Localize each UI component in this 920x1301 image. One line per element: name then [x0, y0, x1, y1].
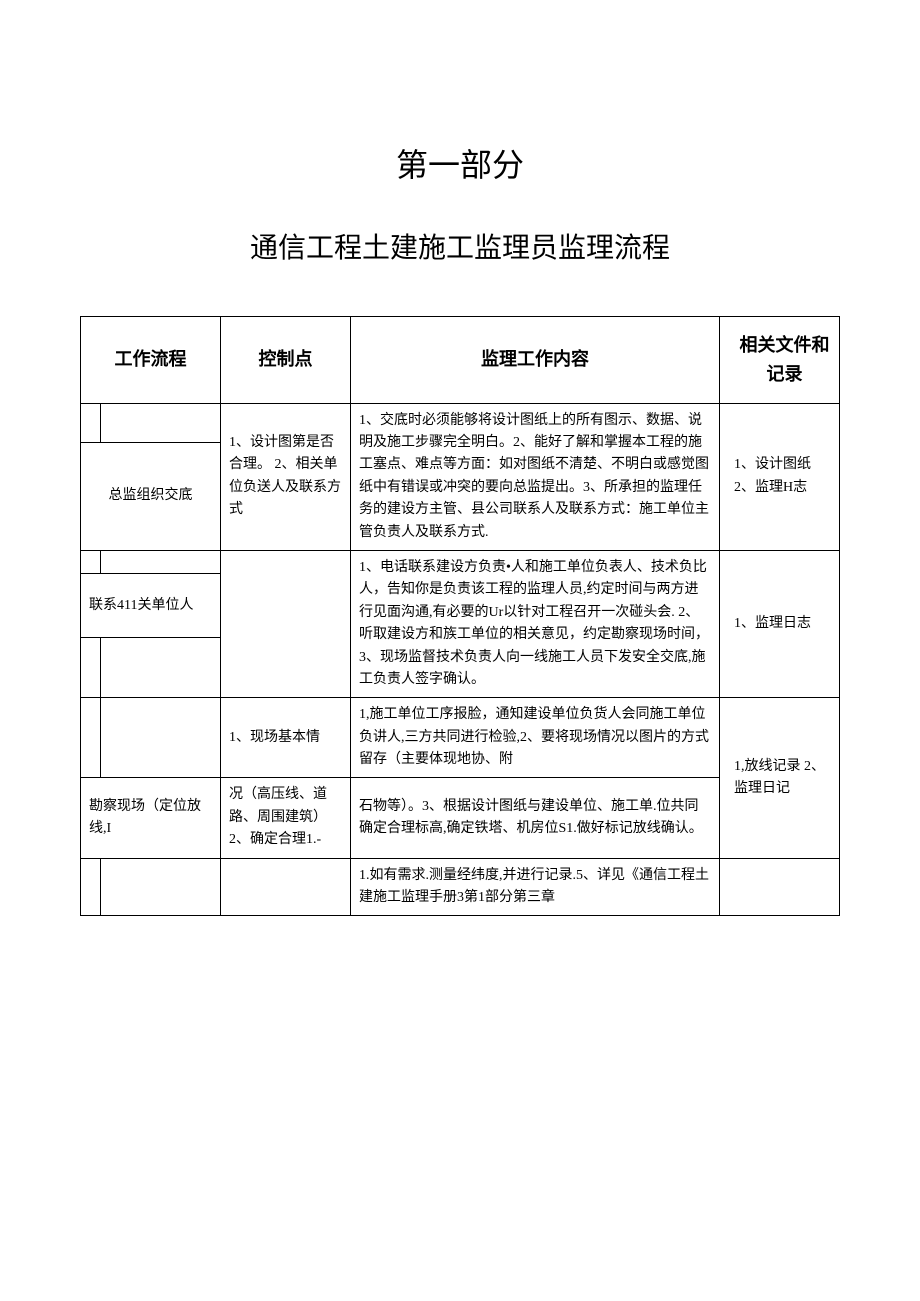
cell-blank [101, 550, 221, 573]
header-docs: 相关文件和记录 [720, 317, 840, 404]
cell-blank [81, 858, 101, 916]
cell-ctrl [221, 858, 351, 916]
table-header-row: 工作流程 控制点 监理工作内容 相关文件和记录 [81, 317, 840, 404]
cell-content: 1.如有需求.测量经纬度,并进行记录.5、详见《通信工程土建施工监理手册3第1部… [351, 858, 720, 916]
cell-content: 1,施工单位工序报脸，通知建设单位负货人会同施工单位负讲人,三方共同进行检验,2… [351, 698, 720, 778]
cell-flow: 勘察现场（定位放线,I [81, 778, 221, 858]
cell-blank [81, 403, 101, 443]
cell-flow: 总监组织交底 [81, 443, 221, 551]
cell-ctrl [221, 550, 351, 697]
cell-blank [101, 858, 221, 916]
header-flow: 工作流程 [81, 317, 221, 404]
cell-blank [101, 698, 221, 778]
cell-blank [81, 550, 101, 573]
cell-docs: 1,放线记录 2、监理日记 [720, 698, 840, 858]
cell-content: 1、交底时必须能够将设计图纸上的所有图示、数据、说明及施工步骤完全明白。2、能好… [351, 403, 720, 550]
cell-docs: 1、设计图纸 2、监理H志 [720, 403, 840, 550]
document-title: 通信工程土建施工监理员监理流程 [80, 226, 840, 266]
cell-content: 石物等）。3、根据设计图纸与建设单位、施工单.位共同确定合理标高,确定铁塔、机房… [351, 778, 720, 858]
cell-ctrl: 1、现场基本情 [221, 698, 351, 778]
cell-content: 1、电话联系建设方负责•人和施工单位负表人、技术负比人，告知你是负责该工程的监理… [351, 550, 720, 697]
section-title: 第一部分 [80, 140, 840, 186]
cell-blank [81, 698, 101, 778]
cell-ctrl: 1、设计图第是否合理。 2、相关单位负送人及联系方式 [221, 403, 351, 550]
cell-docs: 1、监理日志 [720, 550, 840, 697]
cell-docs [720, 858, 840, 916]
cell-blank [101, 638, 221, 698]
cell-flow [101, 403, 221, 443]
table-row: 1、现场基本情 1,施工单位工序报脸，通知建设单位负货人会同施工单位负讲人,三方… [81, 698, 840, 778]
header-content: 监理工作内容 [351, 317, 720, 404]
process-table: 工作流程 控制点 监理工作内容 相关文件和记录 1、设计图第是否合理。 2、相关… [80, 316, 840, 916]
cell-blank [81, 638, 101, 698]
table-row: 1、电话联系建设方负责•人和施工单位负表人、技术负比人，告知你是负责该工程的监理… [81, 550, 840, 573]
header-ctrl: 控制点 [221, 317, 351, 404]
table-row: 1.如有需求.测量经纬度,并进行记录.5、详见《通信工程土建施工监理手册3第1部… [81, 858, 840, 916]
cell-ctrl: 况（高压线、道路、周围建筑）2、确定合理1.- [221, 778, 351, 858]
cell-flow: 联系411关单位人 [81, 574, 221, 638]
